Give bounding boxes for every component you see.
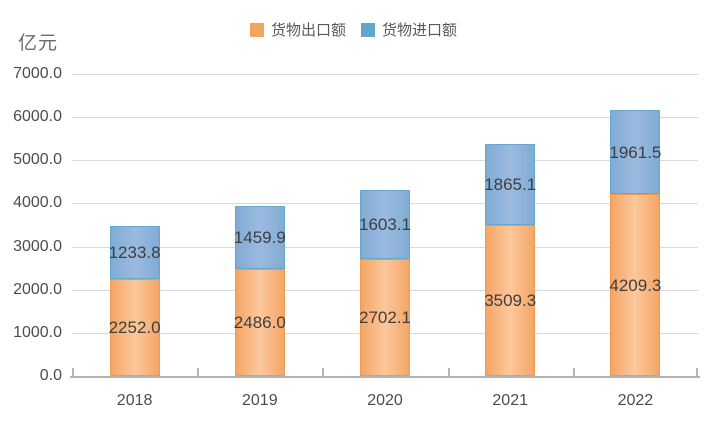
bar-segment-export: 3509.3 <box>484 224 537 376</box>
x-axis-tick <box>572 368 575 376</box>
legend-swatch-import-icon <box>361 22 376 37</box>
gridline <box>72 160 698 162</box>
legend-label-export: 货物出口额 <box>271 22 347 39</box>
bar-2019: 2486.0 1459.9 <box>233 74 286 376</box>
plot-area: 0.0 1000.0 2000.0 3000.0 4000.0 5000.0 6000.0 7… <box>13 66 700 384</box>
gridline <box>72 74 698 75</box>
y-tick-label: 7000.0 <box>13 65 62 82</box>
data-label-export: 2486.0 <box>233 312 286 332</box>
x-axis-line <box>70 376 700 378</box>
x-axis-tick <box>447 368 450 376</box>
bar-2022: 4209.3 1961.5 <box>609 74 662 376</box>
data-label-export: 2702.1 <box>359 308 411 328</box>
data-label-import: 1865.1 <box>484 174 537 194</box>
x-axis-labels: 2018 2019 2020 2021 2022 <box>72 392 698 412</box>
y-tick-label: 1000.0 <box>13 323 62 341</box>
gridline <box>72 117 698 119</box>
bar-segment-import: 1603.1 <box>359 190 411 260</box>
y-tick-label: 6000.0 <box>13 108 62 126</box>
x-axis-tick <box>322 368 325 376</box>
data-label-import: 1459.9 <box>233 227 286 247</box>
bar-segment-export: 2702.1 <box>359 259 411 376</box>
data-label-import: 1603.1 <box>359 215 411 235</box>
legend-swatch-export-icon <box>250 22 264 37</box>
bar-2018: 2252.0 1233.8 <box>108 74 161 376</box>
x-tick-label: 2022 <box>617 392 654 409</box>
y-axis-unit-label: 亿元 <box>18 33 59 54</box>
bar-2021: 3509.3 1865.1 <box>484 74 537 376</box>
legend-item-import: 货物进口额 <box>361 19 457 40</box>
legend-label-import: 货物进口额 <box>382 22 458 39</box>
bar-segment-import: 1961.5 <box>609 109 662 195</box>
x-axis-tick <box>696 368 698 376</box>
bar-segment-import: 1459.9 <box>233 205 286 269</box>
y-tick-label: 4000.0 <box>13 194 62 212</box>
data-label-export: 3509.3 <box>484 290 537 310</box>
x-tick-label: 2021 <box>492 392 528 409</box>
bar-segment-export: 2252.0 <box>108 278 161 376</box>
x-tick-label: 2019 <box>242 392 278 409</box>
data-label-export: 4209.3 <box>609 275 662 295</box>
chart-legend: 货物出口额 货物进口额 <box>250 19 457 40</box>
x-axis-tick <box>72 368 74 376</box>
x-axis-tick <box>197 368 200 376</box>
data-label-export: 2252.0 <box>108 317 161 337</box>
x-tick-label: 2018 <box>116 392 153 409</box>
y-tick-label: 5000.0 <box>13 151 62 169</box>
y-tick-label: 0.0 <box>39 367 62 384</box>
bar-segment-export: 2486.0 <box>233 268 286 376</box>
y-tick-label: 2000.0 <box>13 280 62 298</box>
data-label-import: 1233.8 <box>108 242 161 262</box>
data-label-import: 1961.5 <box>609 142 662 162</box>
bar-2020: 2702.1 1603.1 <box>359 74 411 376</box>
bar-segment-import: 1233.8 <box>108 225 161 279</box>
bar-segment-import: 1865.1 <box>484 144 537 225</box>
bar-segment-export: 4209.3 <box>609 194 662 376</box>
x-tick-label: 2020 <box>367 392 403 409</box>
y-tick-label: 3000.0 <box>13 237 62 255</box>
legend-item-export: 货物出口额 <box>250 19 346 40</box>
